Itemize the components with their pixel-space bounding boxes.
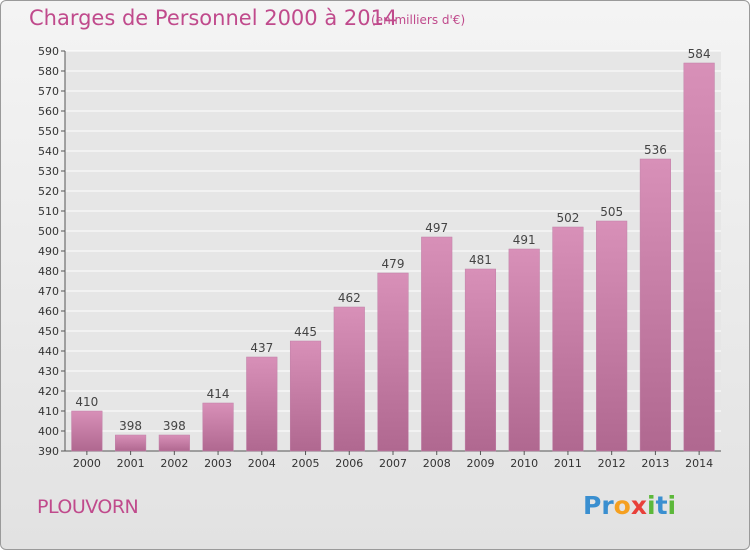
bar-value-label: 398	[163, 419, 186, 433]
y-tick-label: 530	[38, 165, 59, 178]
y-tick-label: 570	[38, 85, 59, 98]
y-tick-label: 450	[38, 325, 59, 338]
logo-letter: P	[583, 491, 602, 520]
bar	[639, 158, 671, 452]
y-tick-label: 490	[38, 245, 59, 258]
bar	[71, 410, 103, 452]
x-tick-label: 2010	[510, 457, 538, 470]
bar	[158, 434, 190, 452]
bar-value-label: 497	[425, 221, 448, 235]
bar-value-label: 414	[207, 387, 230, 401]
chart-title: Charges de Personnel 2000 à 2014	[29, 6, 398, 30]
x-tick-label: 2003	[204, 457, 232, 470]
logo-letter: r	[601, 491, 614, 520]
place-name: PLOUVORN	[37, 496, 139, 518]
y-tick-label: 400	[38, 425, 59, 438]
y-tick-label: 430	[38, 365, 59, 378]
y-tick-label: 410	[38, 405, 59, 418]
bar-value-label: 410	[75, 395, 98, 409]
logo-letter: o	[613, 491, 631, 520]
y-tick-label: 390	[38, 445, 59, 458]
y-tick-label: 540	[38, 145, 59, 158]
x-tick-label: 2004	[248, 457, 276, 470]
bar	[421, 236, 453, 452]
x-tick-label: 2013	[641, 457, 669, 470]
bar	[289, 340, 322, 452]
y-tick-label: 460	[38, 305, 59, 318]
bar	[552, 226, 584, 452]
y-tick-label: 440	[38, 345, 59, 358]
bar-value-label: 502	[556, 211, 579, 225]
bar-value-label: 536	[644, 143, 667, 157]
bar-value-label: 398	[119, 419, 142, 433]
chart-subtitle: (en milliers d'€)	[371, 13, 466, 27]
x-tick-label: 2006	[335, 457, 363, 470]
x-tick-label: 2000	[73, 457, 101, 470]
x-tick-label: 2001	[117, 457, 145, 470]
bar-value-label: 445	[294, 325, 317, 339]
bar-value-label: 462	[338, 291, 361, 305]
logo-letter: x	[630, 491, 647, 520]
x-tick-label: 2005	[292, 457, 320, 470]
x-tick-label: 2011	[554, 457, 582, 470]
logo-letter: t	[655, 491, 668, 520]
bar-value-label: 584	[688, 47, 711, 61]
proxiti-logo: Proxiti	[583, 491, 676, 520]
x-tick-label: 2009	[466, 457, 494, 470]
bar	[246, 356, 278, 452]
bar	[683, 62, 715, 452]
bar-value-label: 491	[513, 233, 536, 247]
x-tick-label: 2008	[423, 457, 451, 470]
logo-letter: i	[667, 491, 677, 520]
y-tick-label: 420	[38, 385, 59, 398]
bar	[115, 434, 147, 452]
bar	[377, 272, 409, 452]
bar	[464, 268, 497, 452]
bar-value-label: 481	[469, 253, 492, 267]
logo-letter: i	[647, 491, 656, 520]
y-tick-label: 550	[38, 125, 59, 138]
y-tick-label: 480	[38, 265, 59, 278]
y-tick-label: 500	[38, 225, 59, 238]
x-tick-label: 2012	[598, 457, 626, 470]
bar-value-label: 437	[250, 341, 273, 355]
x-tick-label: 2007	[379, 457, 407, 470]
y-tick-label: 520	[38, 185, 59, 198]
x-tick-label: 2002	[160, 457, 188, 470]
bar	[333, 306, 365, 452]
y-tick-label: 560	[38, 105, 59, 118]
x-tick-label: 2014	[685, 457, 713, 470]
bar	[508, 248, 540, 452]
bar-value-label: 479	[382, 257, 405, 271]
y-tick-label: 580	[38, 65, 59, 78]
bar	[202, 402, 234, 452]
bar-value-label: 505	[600, 205, 623, 219]
y-tick-label: 510	[38, 205, 59, 218]
y-tick-label: 470	[38, 285, 59, 298]
bar	[596, 220, 628, 452]
y-tick-label: 590	[38, 45, 59, 58]
